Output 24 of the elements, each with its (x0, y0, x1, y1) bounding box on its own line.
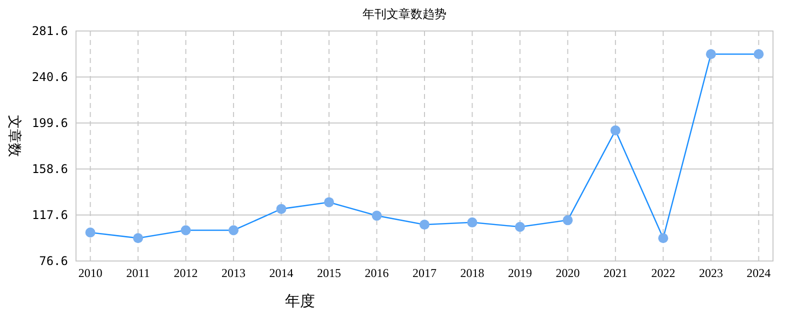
x-tick-label: 2014 (269, 266, 294, 280)
x-tick-label: 2020 (556, 266, 580, 280)
x-tick-label: 2019 (508, 266, 532, 280)
x-tick-label: 2021 (603, 266, 628, 280)
x-axis-title: 年度 (285, 292, 315, 310)
x-tick-label: 2023 (698, 266, 723, 280)
y-tick-label: 158.6 (32, 162, 68, 176)
x-tick-label: 2013 (222, 266, 246, 280)
y-axis-title: 文章数 (6, 115, 22, 157)
y-tick-label: 281.6 (32, 24, 68, 38)
x-tick-label: 2022 (651, 266, 676, 280)
x-tick-label: 2011 (126, 266, 150, 280)
x-tick-label: 2016 (364, 266, 389, 280)
x-tick-label: 2012 (174, 266, 198, 280)
x-tick-label: 2017 (412, 266, 436, 280)
y-tick-label: 199.6 (32, 116, 68, 130)
y-tick-label: 240.6 (32, 70, 68, 84)
x-tick-label: 2015 (317, 266, 342, 280)
x-tick-label: 2024 (746, 266, 771, 280)
x-tick-label: 2010 (78, 266, 102, 280)
chart-title: 年刊文章数趋势 (362, 7, 446, 21)
y-tick-label: 117.6 (32, 208, 68, 222)
x-tick-label: 2018 (460, 266, 484, 280)
y-tick-label: 76.6 (39, 254, 68, 268)
